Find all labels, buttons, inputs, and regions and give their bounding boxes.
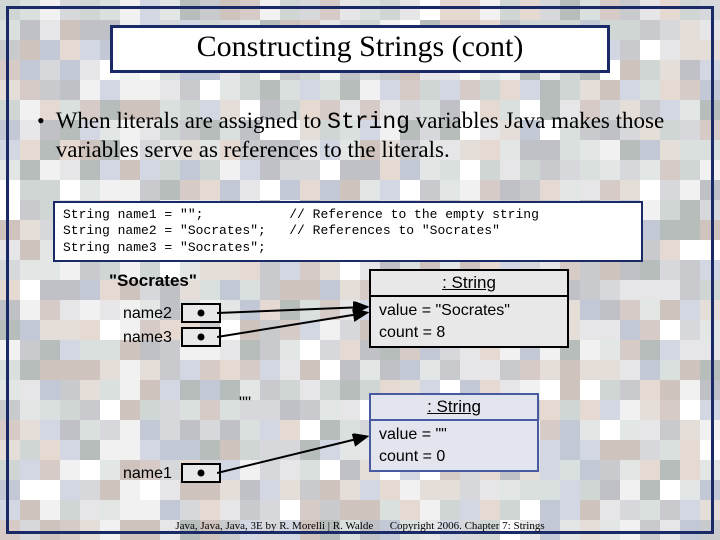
diagram-area: "Socrates" name2 name3 : String value = …: [109, 269, 629, 504]
arrow-name2-to-obj: [217, 269, 377, 359]
slide-title: Constructing Strings (cont): [197, 30, 524, 63]
object-field-count: count = 0: [379, 446, 529, 468]
literal-socrates-label: "Socrates": [109, 271, 197, 291]
footer: Java, Java, Java, 3E by R. Morelli | R. …: [0, 520, 720, 532]
bullet-prefix: When literals are assigned to: [56, 108, 327, 133]
bullet-text: When literals are assigned to String var…: [56, 107, 683, 164]
ref-dot-icon: [198, 470, 205, 477]
bullet-marker: •: [37, 107, 46, 135]
object-field-value: value = "Socrates": [379, 300, 559, 322]
footer-right: Copyright 2006. Chapter 7: Strings: [390, 520, 545, 532]
var-label-name1: name1: [123, 465, 172, 483]
literal-empty-label: "": [239, 393, 251, 413]
string-object-empty: : String value = "" count = 0: [369, 393, 539, 472]
object-header: : String: [371, 271, 567, 297]
bullet-mono: String: [327, 109, 410, 135]
object-field-count: count = 8: [379, 322, 559, 344]
var-box-name2: [181, 303, 221, 323]
object-field-value: value = "": [379, 424, 529, 446]
object-header: : String: [371, 395, 537, 421]
footer-left: Java, Java, Java, 3E by R. Morelli | R. …: [175, 520, 373, 532]
title-box: Constructing Strings (cont): [110, 25, 610, 73]
slide-frame: Constructing Strings (cont) • When liter…: [6, 6, 714, 534]
bullet-item: • When literals are assigned to String v…: [37, 107, 683, 164]
ref-dot-icon: [198, 310, 205, 317]
string-object-socrates: : String value = "Socrates" count = 8: [369, 269, 569, 348]
ref-dot-icon: [198, 334, 205, 341]
object-body: value = "Socrates" count = 8: [371, 297, 567, 346]
arrow-name1-to-obj: [217, 419, 377, 489]
var-box-name3: [181, 327, 221, 347]
content-area: • When literals are assigned to String v…: [37, 107, 683, 164]
var-label-name2: name2: [123, 305, 172, 323]
var-box-name1: [181, 463, 221, 483]
var-label-name3: name3: [123, 329, 172, 347]
code-block: String name1 = ""; // Reference to the e…: [53, 201, 643, 262]
object-body: value = "" count = 0: [371, 421, 537, 470]
